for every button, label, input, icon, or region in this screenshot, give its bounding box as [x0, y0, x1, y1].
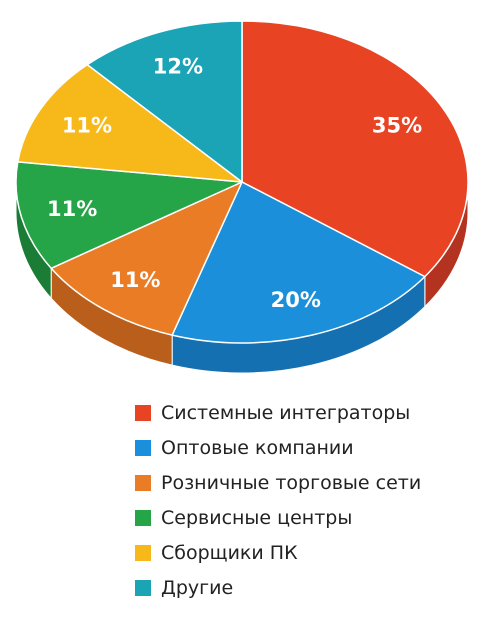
- pie-labels: 35% 20% 11% 11% 11% 12%: [47, 55, 422, 312]
- slice-percent-label: 35%: [372, 114, 422, 138]
- legend-label: Другие: [161, 576, 234, 599]
- slice-percent-label: 12%: [153, 55, 203, 79]
- pie-slice: [241, 20, 469, 278]
- pie-slice: [17, 63, 243, 183]
- pie-slice: [15, 161, 243, 270]
- legend-item: Сборщики ПК: [135, 535, 421, 570]
- legend-label: Сервисные центры: [161, 506, 353, 529]
- pie-slices: [15, 20, 469, 344]
- legend-item: Розничные торговые сети: [135, 465, 421, 500]
- legend-swatch: [135, 509, 151, 526]
- pie-slice: [86, 20, 243, 183]
- legend-swatch: [135, 544, 151, 561]
- legend-label: Сборщики ПК: [161, 541, 298, 564]
- legend-swatch: [135, 474, 151, 491]
- legend-swatch: [135, 404, 151, 421]
- slice-percent-label: 20%: [271, 288, 321, 312]
- slice-percent-label: 11%: [62, 114, 112, 138]
- legend-swatch: [135, 579, 151, 596]
- pie-chart: 35% 20% 11% 11% 11% 12%: [15, 20, 469, 374]
- pie-slice: [171, 181, 426, 344]
- legend-label: Системные интеграторы: [161, 401, 411, 424]
- slice-percent-label: 11%: [110, 268, 160, 292]
- pie-sides: [15, 181, 469, 374]
- legend-item: Системные интеграторы: [135, 395, 421, 430]
- legend: Системные интеграторы Оптовые компании Р…: [135, 395, 421, 605]
- legend-label: Оптовые компании: [161, 436, 354, 459]
- legend-item: Другие: [135, 570, 421, 605]
- legend-swatch: [135, 439, 151, 456]
- legend-item: Оптовые компании: [135, 430, 421, 465]
- legend-item: Сервисные центры: [135, 500, 421, 535]
- slice-percent-label: 11%: [47, 197, 97, 221]
- legend-label: Розничные торговые сети: [161, 471, 422, 494]
- pie-slice: [50, 181, 243, 336]
